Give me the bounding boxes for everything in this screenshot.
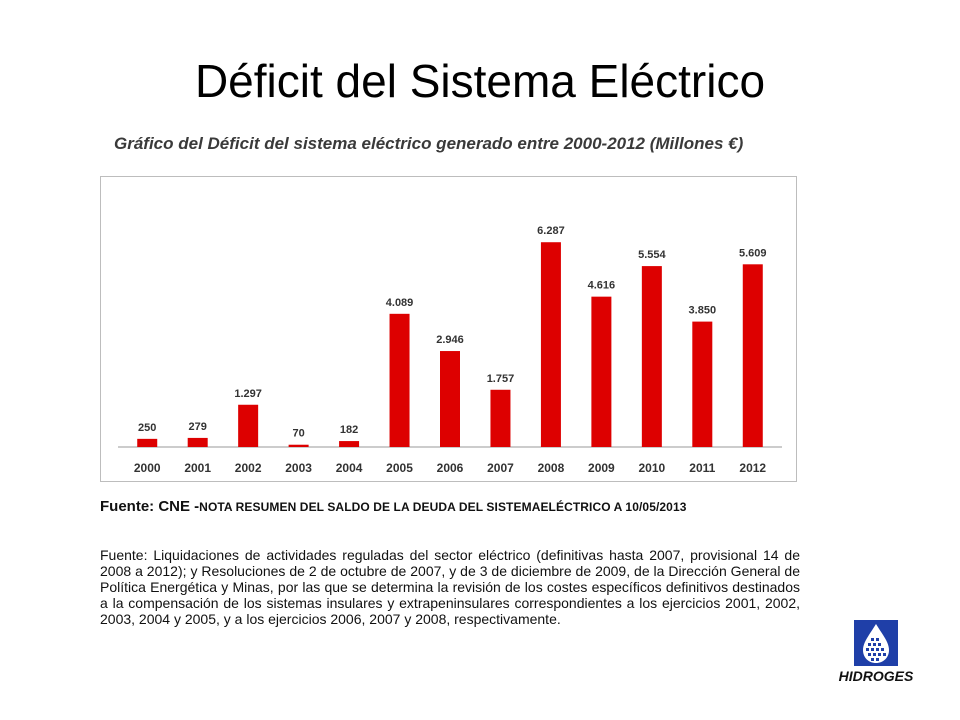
slide-title: Déficit del Sistema Eléctrico	[194, 55, 766, 107]
x-tick-2009: 2009	[588, 461, 615, 475]
source-line: Fuente: CNE -NOTA RESUMEN DEL SALDO DE L…	[100, 498, 687, 515]
x-tick-2001: 2001	[184, 461, 211, 475]
source-paragraph: Fuente: Liquidaciones de actividades reg…	[100, 547, 800, 627]
bar-2002	[238, 404, 259, 447]
data-label-2009: 4.616	[588, 280, 616, 292]
bar-2008	[540, 242, 561, 447]
data-label-2008: 6.287	[537, 225, 565, 237]
data-label-2000: 250	[138, 422, 156, 434]
x-tick-2012: 2012	[739, 461, 766, 475]
x-tick-2000: 2000	[134, 461, 161, 475]
bar-2004	[339, 441, 360, 447]
bar-2000	[137, 438, 158, 447]
x-tick-2007: 2007	[487, 461, 514, 475]
x-tick-2006: 2006	[437, 461, 464, 475]
x-tick-2004: 2004	[336, 461, 363, 475]
x-tick-2003: 2003	[285, 461, 312, 475]
data-label-2007: 1.757	[487, 373, 515, 385]
data-label-2006: 2.946	[436, 334, 464, 346]
chart-title: Gráfico del Déficit del sistema eléctric…	[114, 134, 744, 153]
bar-2005	[389, 313, 410, 447]
source-note: NOTA RESUMEN DEL SALDO DE LA DEUDA DEL S…	[199, 500, 687, 514]
x-tick-2008: 2008	[538, 461, 565, 475]
x-tick-2011: 2011	[689, 461, 715, 475]
hidroges-logo-icon	[854, 620, 898, 666]
x-tick-2005: 2005	[386, 461, 413, 475]
data-label-2003: 70	[292, 428, 304, 440]
data-label-2012: 5.609	[739, 247, 767, 259]
data-label-2005: 4.089	[386, 297, 414, 309]
hidroges-logo-text: HIDROGES	[838, 668, 914, 684]
x-tick-2010: 2010	[638, 461, 665, 475]
data-label-2011: 3.850	[689, 305, 717, 317]
bar-2009	[591, 296, 612, 447]
bar-2003	[288, 444, 309, 447]
bar-2007	[490, 389, 511, 447]
bar-chart: 250 2000 279 2001 1.297 2002 70 2003 182 2004 4.08…	[118, 225, 782, 475]
data-label-2004: 182	[340, 424, 358, 436]
bar-2001	[187, 437, 208, 447]
x-tick-2002: 2002	[235, 461, 262, 475]
data-label-2001: 279	[189, 421, 207, 433]
source-label: Fuente: CNE -	[100, 498, 200, 515]
bar-2010	[641, 266, 662, 447]
bar-2012	[742, 264, 763, 447]
data-label-2010: 5.554	[638, 249, 666, 261]
bar-2006	[440, 351, 460, 447]
bar-2011	[692, 321, 713, 447]
hidroges-logo: HIDROGES	[820, 620, 932, 686]
data-label-2002: 1.297	[234, 388, 262, 400]
